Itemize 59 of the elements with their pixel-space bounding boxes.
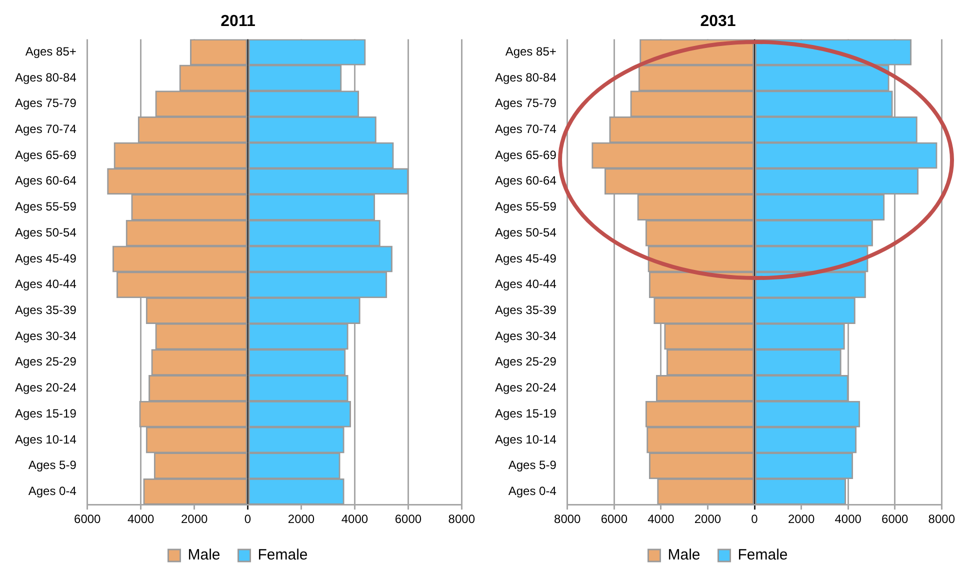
x-tick-label: 6000 — [74, 512, 102, 526]
x-tick-label: 2000 — [180, 512, 208, 526]
legend-label: Female — [258, 546, 308, 564]
y-tick-label: Ages 85+ — [505, 44, 556, 58]
y-tick-label: Ages 55-59 — [14, 200, 77, 214]
y-tick-label: Ages 25-29 — [494, 354, 557, 369]
y-tick-label: Ages 50-54 — [14, 225, 77, 240]
y-tick-label: Ages 40-44 — [494, 277, 557, 292]
y-tick-label: Ages 10-14 — [14, 432, 77, 446]
y-tick-label: Ages 30-34 — [14, 328, 77, 343]
y-tick-label: Ages 35-39 — [494, 302, 557, 317]
y-tick-label: Ages 20-24 — [14, 380, 77, 395]
y-tick-label: Ages 45-49 — [494, 251, 557, 266]
x-tick-label: 4000 — [341, 512, 368, 526]
x-tick-label: 2000 — [788, 512, 815, 526]
y-tick-label: Ages 15-19 — [14, 406, 77, 420]
y-tick-label: Ages 45-49 — [14, 251, 77, 266]
x-tick-label: 2000 — [288, 512, 315, 526]
y-tick-label: Ages 5-9 — [508, 458, 557, 472]
y-tick-label: Ages 70-74 — [494, 122, 557, 136]
x-tick-label: 2000 — [694, 512, 722, 526]
y-tick-label: Ages 50-54 — [494, 225, 557, 240]
y-tick-label: Ages 60-64 — [14, 174, 77, 188]
y-tick-label: Ages 80-84 — [494, 70, 557, 84]
y-tick-label: Ages 25-29 — [14, 354, 77, 369]
chart-title: 2031 — [700, 13, 736, 30]
x-tick-label: 8000 — [554, 512, 582, 526]
y-tick-label: Ages 55-59 — [494, 200, 557, 214]
y-tick-label: Ages 30-34 — [494, 328, 557, 343]
y-tick-label: Ages 65-69 — [14, 148, 77, 162]
x-tick-label: 4000 — [127, 512, 155, 526]
x-tick-label: 8000 — [928, 512, 956, 526]
x-tick-label: 4000 — [834, 512, 862, 526]
legend-label: Male — [668, 546, 700, 564]
y-tick-label: Ages 35-39 — [14, 302, 77, 317]
y-tick-label: Ages 0-4 — [28, 484, 77, 498]
legend-label: Male — [188, 546, 220, 564]
y-tick-label: Ages 70-74 — [14, 122, 77, 136]
y-tick-label: Ages 75-79 — [494, 96, 557, 110]
legend-label: Female — [738, 546, 788, 564]
x-tick-label: 6000 — [882, 512, 909, 526]
y-tick-label: Ages 40-44 — [14, 277, 77, 292]
x-tick-label: 0 — [751, 512, 758, 526]
y-tick-label: Ages 10-14 — [494, 432, 557, 446]
x-tick-label: 6000 — [600, 512, 628, 526]
y-tick-label: Ages 5-9 — [28, 458, 77, 472]
y-tick-label: Ages 85+ — [25, 44, 76, 58]
x-tick-label: 6000 — [394, 512, 422, 526]
y-tick-label: Ages 15-19 — [494, 406, 557, 420]
x-tick-label: 8000 — [448, 512, 476, 526]
y-tick-label: Ages 60-64 — [494, 174, 557, 188]
y-tick-label: Ages 20-24 — [494, 380, 557, 395]
y-tick-label: Ages 0-4 — [508, 484, 557, 498]
y-tick-label: Ages 65-69 — [494, 148, 557, 162]
y-tick-label: Ages 80-84 — [14, 70, 77, 84]
x-tick-label: 4000 — [648, 512, 675, 526]
x-tick-label: 0 — [244, 512, 252, 526]
y-tick-label: Ages 75-79 — [14, 96, 77, 110]
chart-title: 2011 — [220, 13, 256, 30]
